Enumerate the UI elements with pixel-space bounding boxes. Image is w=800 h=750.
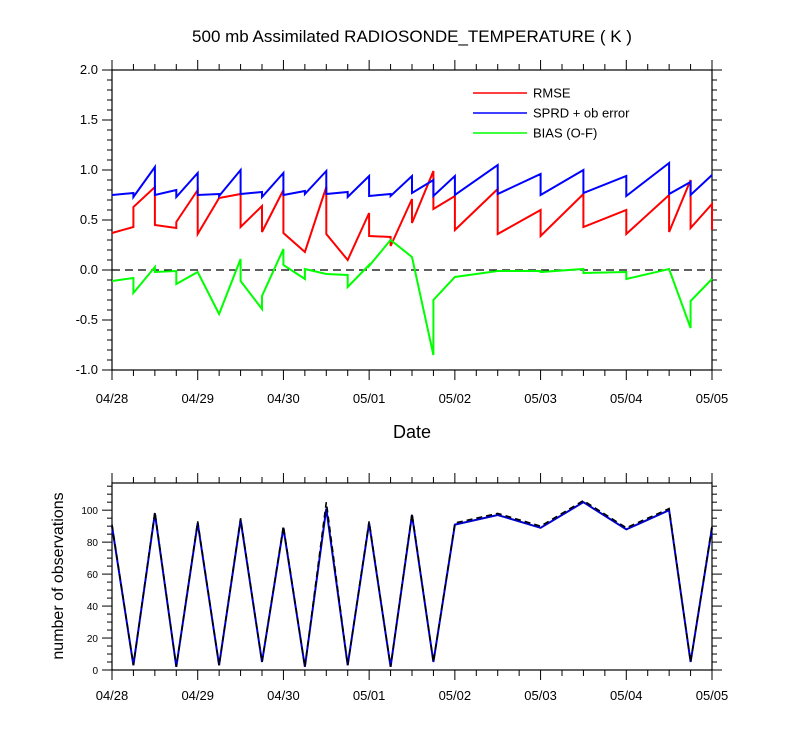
x-tick-label: 05/03 [524,688,557,703]
y-tick-label: 0.5 [80,212,98,227]
chart-title: 500 mb Assimilated RADIOSONDE_TEMPERATUR… [192,27,632,46]
series-line-observations-possible [111,499,713,667]
series-line-rmse [111,170,713,262]
x-tick-label: 05/05 [696,391,729,406]
series-line-sprd-ob-error [111,160,713,201]
x-tick-label: 05/02 [439,391,472,406]
x-tick-label: 05/01 [353,688,386,703]
x-tick-label: 04/29 [181,391,214,406]
y-tick-label: 1.5 [80,112,98,127]
x-tick-label: 04/30 [267,688,300,703]
y-tick-marks [102,485,722,671]
y-tick-label: 40 [87,602,99,613]
x-tick-label: 04/28 [96,391,129,406]
x-axis-label: Date [393,422,431,442]
x-tick-label: 04/30 [267,391,300,406]
x-tick-label: 05/01 [353,391,386,406]
legend-label: BIAS (O-F) [533,126,597,141]
y-tick-label: 1.0 [80,162,98,177]
y-tick-label: 2.0 [80,62,98,77]
x-tick-label: 05/03 [524,391,557,406]
legend-label: RMSE [533,86,571,101]
x-tick-label: 05/04 [610,391,643,406]
y-tick-label: -1.0 [76,362,98,377]
x-tick-marks [111,60,713,380]
x-tick-label: 05/05 [696,688,729,703]
y-tick-label: -0.5 [76,312,98,327]
legend: RMSE SPRD + ob error BIAS (O-F) [473,86,630,141]
x-tick-label: 04/28 [96,688,129,703]
x-tick-marks [111,473,713,680]
x-tick-label: 05/02 [439,688,472,703]
x-tick-label: 04/29 [181,688,214,703]
bottom-chart: 0 20 40 60 80 100 04/28 04/29 04/30 05/01 05/02 05/… [50,473,728,703]
y-tick-marks [102,69,722,371]
top-chart: -1.0 -0.5 0.0 0.5 1.0 1.5 2.0 04/28 04/29 04/30 05… [76,27,729,442]
y-axis-label: number of observations [50,492,67,659]
y-tick-label: 80 [87,538,99,549]
y-tick-label: 60 [87,570,99,581]
y-tick-label: 100 [81,506,98,517]
y-tick-label: 0.0 [80,262,98,277]
series-line-bias-o-f [111,238,713,356]
y-tick-label: 20 [87,634,99,645]
x-tick-label: 05/04 [610,688,643,703]
y-tick-label: 0 [92,666,98,677]
legend-label: SPRD + ob error [533,106,630,121]
